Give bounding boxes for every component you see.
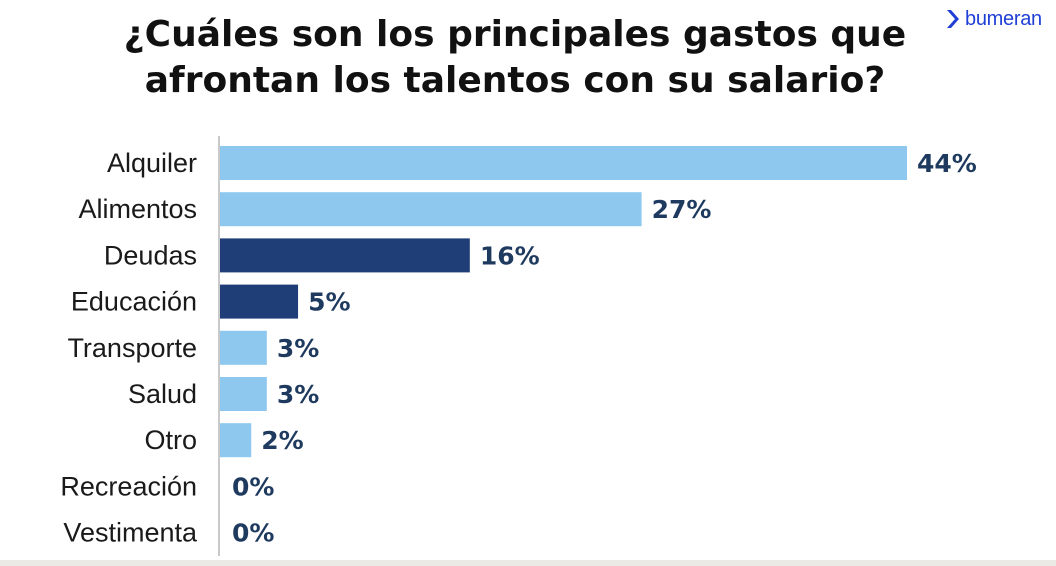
category-label: Alquiler [107,148,197,178]
brand-logo: bumeran [944,6,1042,32]
bar [220,377,267,411]
value-label: 27% [652,195,712,224]
category-label: Educación [71,287,197,317]
category-label: Alimentos [78,194,197,224]
value-label: 3% [277,380,319,409]
value-label: 44% [917,149,977,178]
category-label: Otro [144,425,197,455]
bar [220,238,470,273]
value-label: 5% [308,288,350,317]
category-label: Salud [128,379,197,409]
footer-strip [0,560,1056,566]
category-label: Recreación [60,471,197,501]
chevron-right-icon [947,10,959,28]
category-label: Vestimenta [63,518,198,548]
category-label: Transporte [67,333,197,363]
brand-name: bumeran [965,7,1042,30]
bar [220,192,642,227]
value-label: 16% [480,241,540,270]
bar [220,330,267,365]
bar [220,423,252,458]
chart-title: ¿Cuáles son los principales gastos que a… [123,14,907,101]
category-label: Deudas [104,240,197,270]
bar [220,284,299,319]
value-label: 0% [232,519,274,548]
bar [220,146,907,180]
value-label: 0% [232,472,274,501]
value-label: 2% [261,426,303,455]
value-label: 3% [277,334,319,363]
